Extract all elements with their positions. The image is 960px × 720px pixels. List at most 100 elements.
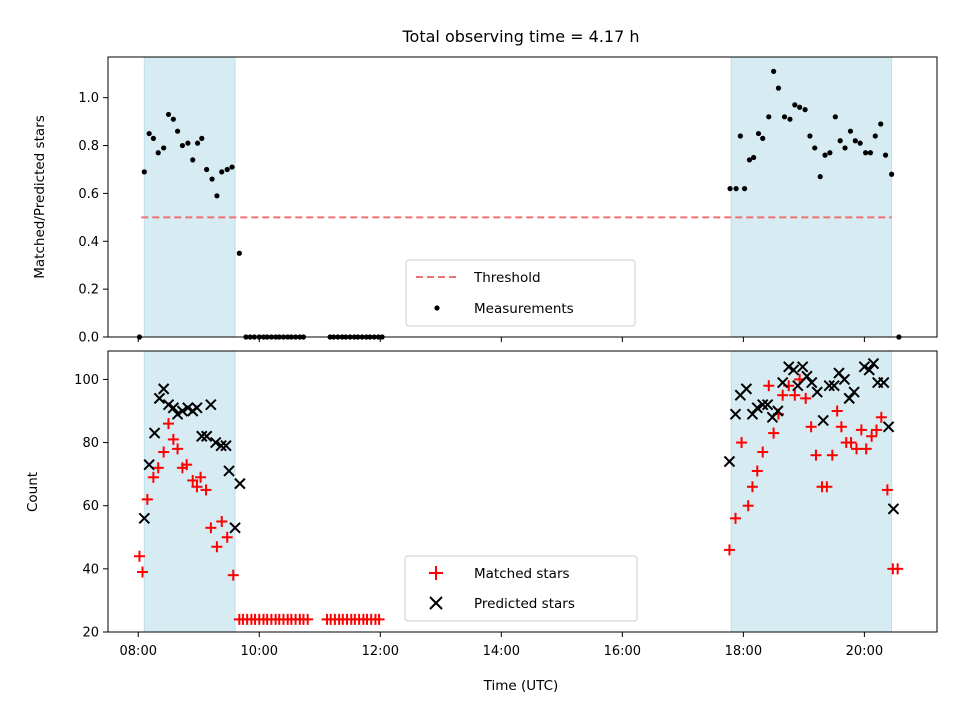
measurement-point (797, 104, 803, 110)
predicted-star-marker (157, 383, 170, 395)
measurement-point (852, 138, 858, 144)
matched-star-marker (835, 421, 847, 433)
measurement-point (827, 150, 833, 156)
predicted-star-marker (811, 386, 823, 398)
x-tick-label: 10:00 (241, 644, 278, 659)
top-y-tick-label: 0.0 (78, 331, 99, 346)
predicted-star-marker (828, 380, 840, 392)
matched-star-marker (172, 443, 184, 455)
bottom-y-ticks: 20 40 60 80 100 (74, 373, 108, 641)
predicted-star-marker (746, 408, 759, 420)
bottom-y-tick-label: 60 (82, 499, 99, 514)
bottom-y-tick-label: 20 (82, 626, 99, 641)
measurement-point (889, 171, 895, 177)
measurement-point (751, 154, 757, 161)
measurement-point (146, 130, 152, 137)
predicted-star-marker (787, 364, 800, 376)
matched-star-marker (751, 465, 763, 477)
predicted-star-marker (867, 357, 880, 370)
measurement-point (857, 140, 863, 146)
top-plot-marks (136, 68, 902, 340)
matched-star-marker (851, 443, 863, 455)
predicted-star-marker (848, 386, 860, 398)
measurement-point (179, 142, 186, 149)
matched-star-marker (195, 471, 207, 483)
matched-star-marker (227, 569, 239, 581)
top-x-ticks (137, 337, 865, 342)
measurement-point (229, 164, 235, 170)
measurement-point (737, 133, 743, 139)
bottom-observing-windows (143, 350, 893, 633)
predicted-star-marker (723, 455, 736, 468)
top-y-tick-label: 0.4 (78, 235, 99, 250)
measurement-point (807, 133, 813, 139)
matched-star-marker (216, 515, 228, 527)
predicted-star-marker (143, 458, 155, 471)
matched-star-marker (141, 493, 153, 505)
predicted-star-marker (234, 477, 246, 490)
measurement-point (812, 145, 818, 151)
top-y-tick-label: 0.8 (78, 139, 99, 154)
x-tick-label: 20:00 (846, 644, 883, 659)
measurement-point (204, 166, 210, 173)
predicted-star-marker (796, 361, 809, 373)
matched-star-marker (875, 411, 887, 423)
matched-star-marker (789, 389, 801, 401)
bottom-plot-marks (133, 357, 904, 625)
x-tick-label: 12:00 (362, 644, 399, 659)
bottom-y-tick-label: 100 (74, 373, 99, 388)
matched-star-marker (777, 389, 789, 401)
measurement-point (787, 116, 793, 122)
matched-star-marker (221, 531, 233, 543)
predicted-star-marker (210, 436, 222, 449)
measurement-point (766, 114, 772, 120)
matched-star-marker (729, 512, 741, 524)
measurement-point (170, 116, 176, 122)
measurement-point (727, 186, 733, 192)
predicted-star-marker (843, 392, 855, 405)
measurement-point (862, 150, 869, 156)
x-tick-label: 18:00 (725, 644, 762, 659)
top-y-tick-label: 0.2 (78, 283, 99, 298)
top-legend-box (405, 259, 636, 327)
measurement-point (872, 133, 878, 139)
measurement-point (771, 68, 777, 74)
matched-star-marker (205, 522, 217, 534)
measurement-point (792, 102, 798, 108)
matched-star-marker (152, 462, 164, 474)
predicted-star-marker (761, 398, 774, 411)
matched-star-marker (163, 418, 175, 430)
measurement-point (733, 186, 739, 192)
predicted-star-marker (882, 421, 895, 433)
matched-star-marker (211, 541, 223, 553)
matched-star-marker (810, 449, 822, 461)
matched-star-marker (136, 566, 148, 578)
predicted-star-marker (176, 405, 189, 417)
matched-legend-label: Matched stars (474, 566, 570, 582)
predicted-star-marker (776, 376, 789, 389)
measurement-point (817, 174, 823, 180)
measurements-legend-label: Measurements (474, 301, 574, 317)
measurement-point (174, 128, 181, 134)
bottom-x-ticks: 08:00 10:00 12:00 14:00 16:00 18:00 20:00 (120, 632, 883, 659)
matched-star-marker (763, 380, 775, 392)
measurement-point (214, 193, 220, 199)
top-panel: 0.0 0.2 0.4 0.6 0.8 1.0 Matched/Predicted sta… (32, 56, 938, 346)
matched-star-marker (167, 433, 179, 445)
bottom-axes-frame (107, 350, 938, 633)
threshold-legend-label: Threshold (473, 270, 541, 286)
predicted-star-marker (205, 398, 217, 411)
predicted-star-marker (801, 370, 813, 382)
matched-star-marker (892, 563, 904, 575)
bottom-legend: Matched stars Predicted stars (404, 555, 638, 622)
measurement-point (190, 157, 196, 163)
matched-star-marker (158, 446, 170, 458)
predicted-star-marker (792, 380, 804, 392)
observing-window-band (143, 350, 236, 633)
top-y-axis-label: Matched/Predicted stars (32, 115, 48, 278)
measurements-legend-marker (434, 305, 440, 311)
observing-window-band (730, 350, 893, 633)
x-tick-label: 14:00 (483, 644, 520, 659)
matched-star-marker (855, 424, 867, 436)
matched-star-marker (870, 424, 882, 436)
